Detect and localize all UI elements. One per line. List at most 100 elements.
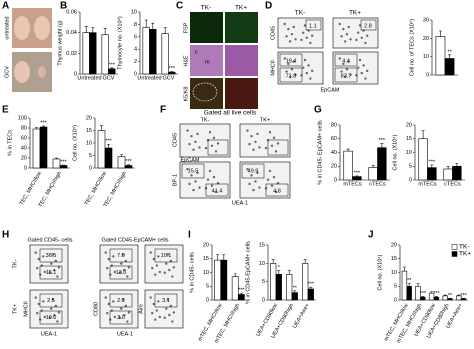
y-tick-label: 5: [409, 164, 412, 170]
x-tick-label: cTECs: [369, 181, 386, 187]
y-axis-title: % in TECs: [7, 130, 13, 156]
gate: [39, 310, 63, 325]
y-tick-label: 5: [262, 279, 265, 285]
gate: [207, 139, 229, 156]
y-tick-label: 0.06: [66, 9, 77, 15]
axis-label: BP-1: [172, 174, 178, 186]
panel-title: Gated CD45-EpCAM+ cells: [101, 237, 168, 243]
panel-letter: G: [314, 105, 322, 116]
gate-value: 2.3: [117, 298, 125, 304]
flow-dot: [294, 73, 297, 76]
flow-dot: [302, 31, 305, 34]
flow-dot: [290, 68, 294, 71]
gate-value: 1.1: [309, 23, 317, 29]
flow-dot: [288, 75, 292, 79]
flow-dot: [155, 309, 158, 312]
x-tick-label: mTECs: [418, 181, 437, 187]
gate-value: 19.4: [286, 58, 297, 64]
row-label: GCV: [4, 66, 10, 78]
bar: [401, 270, 408, 301]
row-label: untreated: [4, 16, 10, 39]
photo: [38, 66, 46, 78]
flow-dot: [292, 60, 295, 63]
bar: [214, 259, 222, 301]
y-tick-label: 5: [394, 284, 397, 290]
bar: [368, 167, 378, 181]
flow-dot: [123, 313, 126, 317]
flow-dot: [283, 22, 286, 26]
y-tick-label: 8: [134, 22, 137, 28]
flow-dot: [246, 129, 249, 132]
flow-dot: [252, 188, 255, 192]
gate-value: 4.8: [273, 188, 281, 194]
y-tick-label: 80: [21, 125, 27, 131]
flow-dot: [206, 178, 210, 181]
significance: ***: [60, 159, 67, 165]
flow-dot: [294, 38, 297, 41]
y-tick-label: 0: [334, 177, 337, 183]
gate: [154, 248, 178, 263]
flow-dot: [48, 316, 51, 319]
gate: [241, 163, 265, 179]
photo: [34, 16, 50, 40]
flow-dot: [112, 300, 115, 303]
plot-header: TK-: [201, 117, 210, 123]
y-tick-label: 0: [24, 165, 27, 171]
y-tick-label: 40: [21, 145, 27, 151]
significance: ***: [169, 66, 176, 72]
error-bar: [103, 28, 107, 35]
error-bar: [110, 67, 114, 69]
flow-dot: [264, 146, 268, 150]
error-bar: [293, 290, 297, 293]
y-tick-label: 0: [89, 165, 92, 171]
flow-dot: [171, 275, 174, 278]
flow-dot: [154, 273, 157, 276]
micrograph: [225, 12, 258, 43]
error-bar: [42, 125, 45, 127]
y-tick-label: 5: [206, 284, 209, 290]
flow-plot: [179, 161, 231, 199]
flow-dot: [53, 268, 56, 272]
panel-letter: I: [188, 230, 191, 241]
flow-plot: [29, 244, 69, 284]
row-label: TK-: [12, 259, 18, 268]
error-bar: [457, 294, 461, 296]
flow-dot: [54, 259, 58, 263]
error-bar: [239, 292, 243, 295]
flow-dot: [151, 266, 154, 270]
error-bar: [407, 283, 411, 287]
y-tick-label: 15: [259, 242, 265, 248]
flow-dot: [347, 25, 350, 29]
flow-dot: [126, 275, 129, 278]
flow-dot: [266, 178, 270, 181]
y-tick-label: 20: [86, 115, 92, 121]
flow-dot: [198, 186, 201, 189]
flow-dot: [120, 307, 123, 310]
flow-dot: [349, 73, 352, 76]
bar: [161, 33, 169, 75]
axis-label: CD80: [93, 302, 99, 316]
flow-dot: [250, 135, 253, 138]
y-tick-label: 4: [134, 47, 137, 53]
gate-value: 83.7: [341, 73, 352, 79]
significance: ***: [420, 291, 427, 297]
flow-dot: [104, 296, 107, 299]
flow-dot: [157, 300, 160, 303]
flow-dot: [109, 318, 112, 321]
flow-dot: [288, 40, 292, 43]
y-tick-label: 10: [259, 261, 265, 267]
flow-dot: [248, 142, 251, 146]
panel-title: Gated all live cells: [204, 110, 257, 117]
gate: [39, 248, 63, 263]
panel-letter: C: [176, 1, 183, 12]
flow-dot: [120, 262, 123, 265]
flow-dot: [357, 31, 360, 34]
flow-dot: [57, 266, 61, 269]
flow-dot: [121, 253, 125, 256]
y-tick-label: 20: [406, 122, 412, 128]
bar: [444, 58, 455, 76]
gate-value: 36.5: [46, 253, 57, 259]
gate-value: 15.1: [46, 270, 57, 276]
bar: [220, 259, 228, 301]
